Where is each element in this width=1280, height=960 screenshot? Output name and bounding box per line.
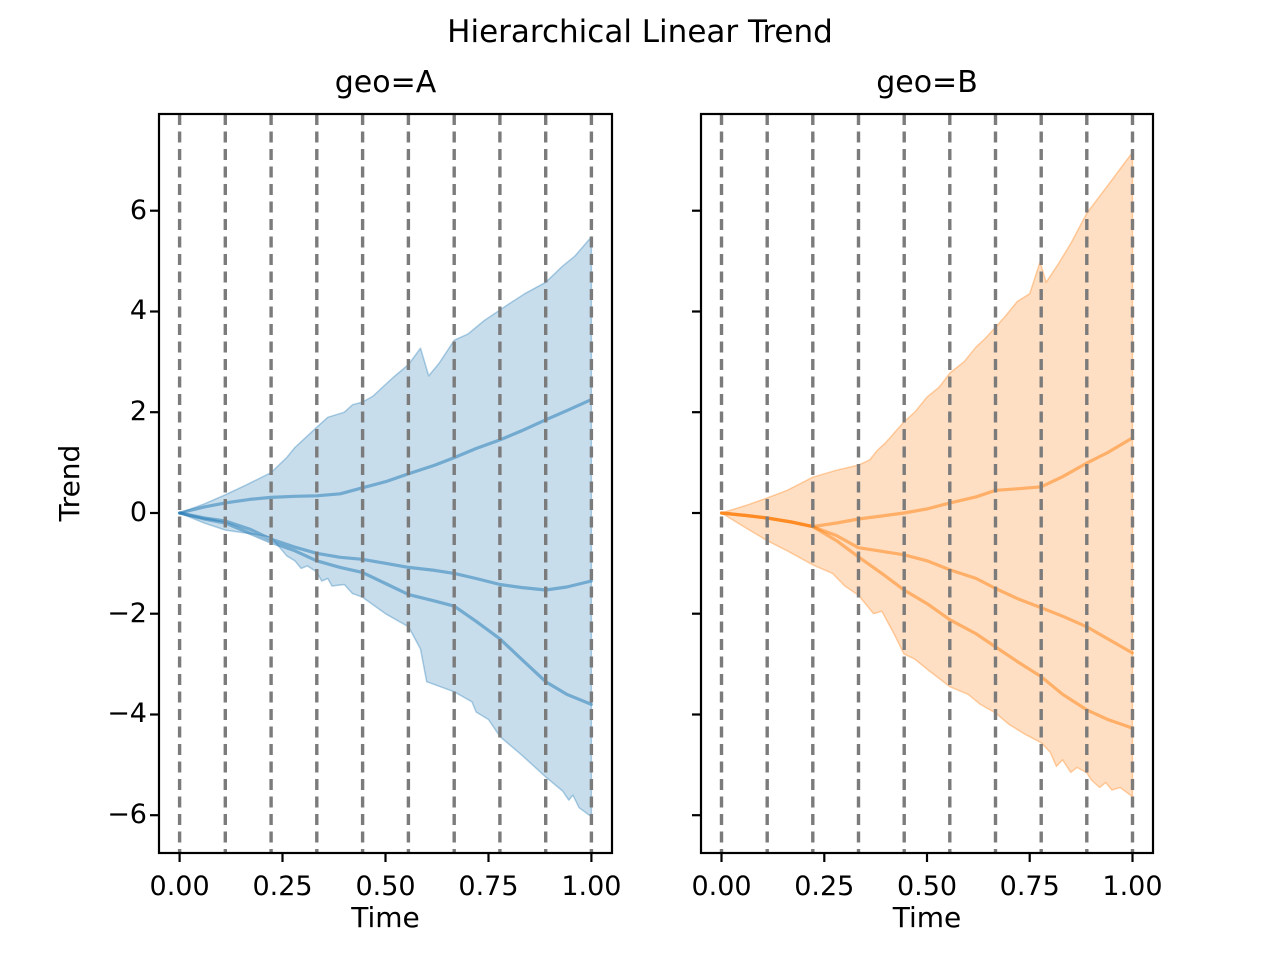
- subplot-title-geo-a: geo=A: [334, 65, 437, 100]
- uncertainty-band-geo-a: [178, 236, 593, 818]
- y-tick-label: −4: [107, 698, 147, 730]
- x-tick-label-geo-b: 1.00: [1102, 871, 1163, 902]
- y-tick-label: 4: [129, 295, 147, 327]
- x-tick-label-geo-b: 0.75: [999, 871, 1060, 902]
- y-tick-label: 0: [129, 496, 147, 528]
- figure-title: Hierarchical Linear Trend: [447, 14, 833, 50]
- posterior-draw-3-geo-b: [719, 511, 1135, 730]
- x-tick-label-geo-a: 0.75: [458, 871, 519, 902]
- y-tick-label: 6: [129, 194, 147, 226]
- x-tick-label-geo-a: 0.50: [355, 871, 416, 902]
- x-tick-label-geo-b: 0.25: [794, 871, 855, 902]
- posterior-draw-1-geo-a: [178, 398, 593, 515]
- x-tick-label-geo-a: 1.00: [561, 871, 622, 902]
- y-tick-label: −2: [107, 597, 147, 629]
- subplot-title-geo-b: geo=B: [876, 65, 978, 100]
- x-tick-label-geo-a: 0.00: [149, 871, 210, 902]
- x-tick-label-geo-a: 0.25: [252, 871, 313, 902]
- x-tick-label-geo-b: 0.50: [896, 871, 958, 902]
- posterior-draw-3-geo-a: [178, 511, 593, 706]
- x-axis-label-geo-a: Time: [351, 901, 420, 934]
- posterior-draw-2-geo-a: [178, 511, 593, 592]
- x-axis-label-geo-b: Time: [892, 901, 962, 934]
- y-tick-label: −6: [107, 799, 147, 831]
- y-tick-label: 2: [129, 396, 147, 428]
- x-tick-label-geo-b: 0.00: [691, 871, 752, 902]
